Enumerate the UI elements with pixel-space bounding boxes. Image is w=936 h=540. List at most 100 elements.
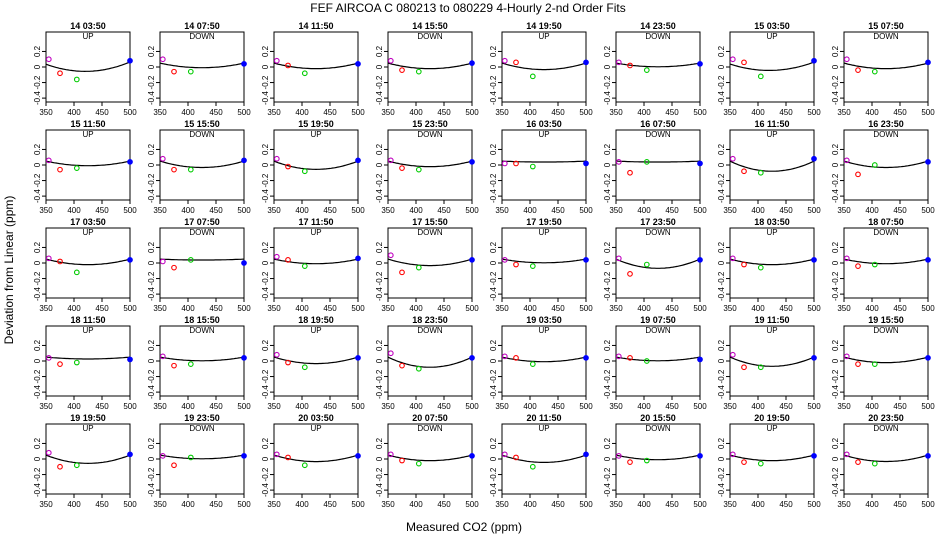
x-tick-label: 450 [209,304,223,313]
standard-point-3 [643,67,650,73]
standard-point-1 [45,355,52,361]
panel-frame [615,227,701,299]
standard-point-4 [583,257,589,263]
standard-point-3 [301,462,308,469]
y-tick-label: 0 [147,64,156,69]
y-tick-label: -0.2 [831,369,840,383]
y-tick-label: -0.2 [147,75,156,89]
y-tick-label: 0.2 [603,143,612,155]
panel-direction-label: UP [310,424,321,433]
standard-point-2 [627,355,633,361]
x-tick-label: 450 [665,500,679,509]
x-tick-label: 400 [181,402,195,411]
y-tick-label: 0 [375,358,384,363]
panel-time-label: 19 03:50 [526,315,562,325]
y-tick-label: 0 [33,358,42,363]
x-tick-label: 350 [267,500,281,509]
y-tick-label: 0.2 [375,437,384,449]
standard-point-3 [301,364,308,371]
x-tick-label: 400 [295,304,309,313]
standard-point-1 [843,255,850,262]
x-tick-label: 500 [693,402,707,411]
panel-time-label: 19 11:50 [754,315,789,325]
standard-point-3 [529,263,536,269]
standard-point-2 [285,454,291,461]
y-tick-label: 0.2 [261,437,270,449]
y-tick-label: -0.4 [375,385,384,399]
standard-point-3 [73,359,80,366]
x-tick-label: 450 [209,206,223,215]
y-tick-label: 0 [489,162,498,167]
standard-point-1 [273,253,280,260]
y-tick-label: -0.2 [33,75,42,89]
x-tick-label: 350 [495,304,509,313]
standard-point-2 [855,171,861,178]
y-tick-label: -0.4 [147,287,156,301]
standard-point-4 [241,453,247,459]
y-tick-label: 0.2 [489,45,498,57]
fit-curve [615,62,701,68]
y-tick-label: -0.4 [147,189,156,203]
y-tick-label: -0.2 [375,271,384,285]
panel-time-label: 17 03:50 [70,217,106,227]
standard-point-3 [757,73,764,80]
x-tick-label: 500 [579,304,593,313]
y-tick-label: -0.4 [831,287,840,301]
y-tick-label: 0.2 [717,339,726,351]
y-tick-label: 0 [489,260,498,265]
x-tick-label: 350 [381,402,395,411]
panel-time-label: 18 23:50 [412,315,448,325]
fit-curve [501,258,587,264]
x-tick-label: 500 [579,402,593,411]
standard-point-2 [57,258,63,265]
panel-direction-label: DOWN [873,326,899,335]
panel-direction-label: UP [82,424,93,433]
y-tick-label: -0.2 [831,173,840,187]
x-tick-label: 500 [351,206,365,215]
panel-direction-label: UP [82,326,93,335]
fit-curve [45,258,131,266]
y-tick-label: 0 [489,456,498,461]
panel-time-label: 17 15:50 [412,217,448,227]
x-tick-label: 500 [123,402,137,411]
fit-curve [615,160,701,163]
standard-point-4 [811,155,817,162]
x-tick-label: 450 [551,206,565,215]
standard-point-1 [729,451,736,458]
panel-time-label: 18 07:50 [868,217,904,227]
panel-direction-label: UP [310,228,321,237]
standard-point-3 [871,261,878,268]
standard-point-2 [741,459,747,465]
x-tick-label: 450 [779,500,793,509]
fit-curve [729,258,815,266]
y-tick-label: -0.4 [33,483,42,497]
standard-point-2 [855,263,861,269]
y-tick-label: -0.4 [375,287,384,301]
panel-direction-label: DOWN [189,228,215,237]
x-tick-label: 350 [153,402,167,411]
x-tick-label: 400 [751,304,765,313]
x-tick-label: 500 [351,108,365,117]
panel-time-label: 14 03:50 [70,21,106,31]
standard-point-2 [57,361,63,367]
y-tick-label: 0 [489,358,498,363]
standard-point-4 [697,61,703,67]
x-tick-label: 400 [67,500,81,509]
standard-point-1 [387,252,394,259]
standard-point-4 [355,255,361,262]
y-tick-label: 0 [717,260,726,265]
x-tick-label: 350 [837,108,851,117]
x-tick-label: 450 [665,402,679,411]
standard-point-2 [399,362,405,369]
x-tick-label: 350 [267,402,281,411]
panel-frame [159,227,245,299]
standard-point-2 [855,67,861,73]
standard-point-4 [241,157,247,164]
y-tick-label: -0.2 [261,173,270,187]
standard-point-3 [415,460,422,467]
standard-point-3 [415,68,422,75]
x-tick-label: 400 [751,206,765,215]
